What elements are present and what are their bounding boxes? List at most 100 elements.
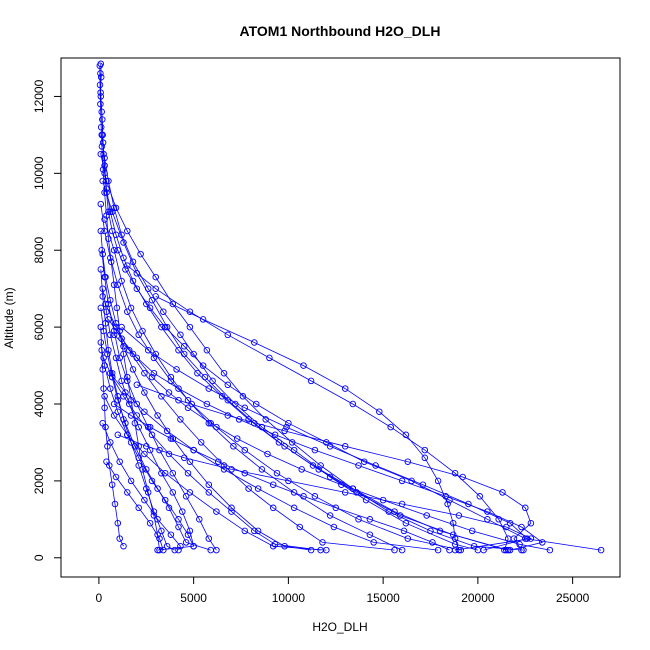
chart-title: ATOM1 Northbound H2O_DLH	[240, 23, 441, 39]
profile-line	[121, 326, 528, 551]
data-point	[518, 546, 525, 554]
data-point	[120, 542, 127, 550]
data-point	[190, 542, 197, 550]
data-point	[169, 300, 177, 308]
data-point	[167, 373, 175, 381]
data-point	[317, 546, 324, 554]
data-point	[150, 369, 158, 377]
data-point	[262, 416, 269, 423]
data-point	[146, 423, 154, 431]
profile-line	[113, 334, 544, 551]
data-point	[230, 443, 237, 450]
data-point	[156, 446, 163, 454]
data-point	[504, 535, 512, 542]
data-point	[341, 385, 349, 392]
profile-series	[114, 431, 535, 554]
profile-line	[101, 134, 478, 551]
profile-line	[99, 65, 160, 551]
data-point	[101, 162, 108, 169]
data-point	[205, 385, 213, 392]
data-point	[326, 512, 334, 519]
profile-line	[113, 403, 450, 551]
profile-series	[152, 293, 463, 554]
data-point	[150, 354, 158, 362]
data-point	[421, 446, 429, 454]
profile-line	[100, 63, 602, 551]
data-point	[107, 385, 114, 392]
data-point	[173, 366, 180, 373]
data-point	[465, 500, 472, 508]
data-point	[133, 270, 141, 277]
data-point	[97, 227, 105, 235]
data-point	[169, 489, 177, 496]
data-point	[404, 458, 412, 465]
data-point	[107, 208, 114, 216]
data-point	[385, 508, 393, 515]
data-point	[203, 346, 211, 354]
profile-line	[100, 269, 175, 551]
data-point	[112, 473, 120, 481]
data-point	[101, 273, 108, 281]
data-point	[112, 323, 120, 331]
data-point	[199, 316, 207, 323]
data-point	[203, 400, 211, 408]
data-point	[163, 323, 171, 331]
profile-line	[106, 461, 164, 551]
data-point	[396, 512, 404, 519]
data-point	[539, 539, 546, 546]
data-point	[182, 493, 190, 500]
data-point	[205, 419, 213, 427]
data-point	[402, 519, 410, 527]
data-point	[102, 423, 109, 431]
data-point	[105, 316, 112, 323]
data-point	[271, 541, 279, 548]
data-point	[527, 519, 535, 527]
profile-line	[100, 230, 312, 551]
data-point	[220, 369, 228, 377]
data-point	[118, 377, 125, 385]
data-point	[186, 527, 194, 535]
data-point	[98, 246, 105, 254]
data-point	[281, 427, 288, 435]
profile-line	[102, 288, 195, 551]
data-point	[129, 366, 137, 373]
data-point	[97, 150, 105, 158]
x-tick-label: 15000	[366, 591, 400, 605]
data-point	[124, 262, 131, 269]
data-point	[201, 373, 209, 381]
data-point	[427, 527, 434, 535]
y-tick-label: 8000	[32, 237, 46, 264]
profile-series	[110, 400, 453, 554]
y-tick-label: 10000	[32, 156, 46, 190]
profile-line	[127, 265, 509, 551]
data-point	[180, 350, 188, 358]
data-point	[269, 481, 277, 488]
data-point	[317, 462, 324, 469]
data-point	[522, 504, 529, 512]
data-point	[177, 331, 184, 339]
profile-line	[100, 154, 524, 551]
data-point	[241, 527, 249, 535]
data-point	[114, 281, 122, 289]
data-point	[116, 354, 123, 362]
data-point	[152, 293, 159, 300]
data-point	[470, 542, 478, 550]
profile-line	[100, 307, 211, 551]
data-point	[245, 416, 252, 423]
data-point	[341, 489, 349, 496]
data-point	[197, 439, 205, 446]
data-point	[186, 308, 194, 315]
data-point	[180, 343, 188, 350]
data-point	[135, 454, 142, 462]
data-point	[137, 250, 144, 258]
data-point	[161, 469, 169, 477]
data-point	[326, 443, 334, 450]
data-point	[99, 177, 106, 185]
data-point	[224, 381, 232, 389]
data-point	[97, 304, 105, 312]
profile-series	[101, 216, 406, 554]
profile-series	[99, 177, 512, 554]
data-point	[207, 419, 214, 427]
profile-series	[105, 316, 554, 554]
data-point	[110, 400, 118, 408]
